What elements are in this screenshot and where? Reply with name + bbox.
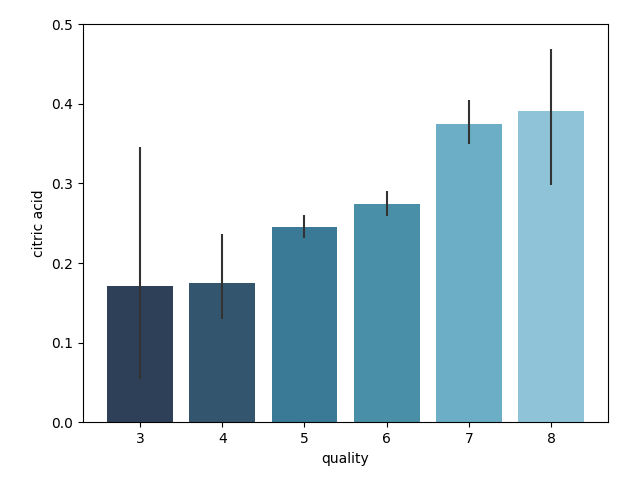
- X-axis label: quality: quality: [322, 452, 369, 466]
- Bar: [107, 286, 173, 422]
- Bar: [189, 283, 255, 422]
- Bar: [436, 124, 502, 422]
- Y-axis label: citric acid: citric acid: [32, 190, 46, 257]
- Bar: [518, 111, 584, 422]
- Bar: [271, 227, 337, 422]
- Bar: [354, 204, 420, 422]
